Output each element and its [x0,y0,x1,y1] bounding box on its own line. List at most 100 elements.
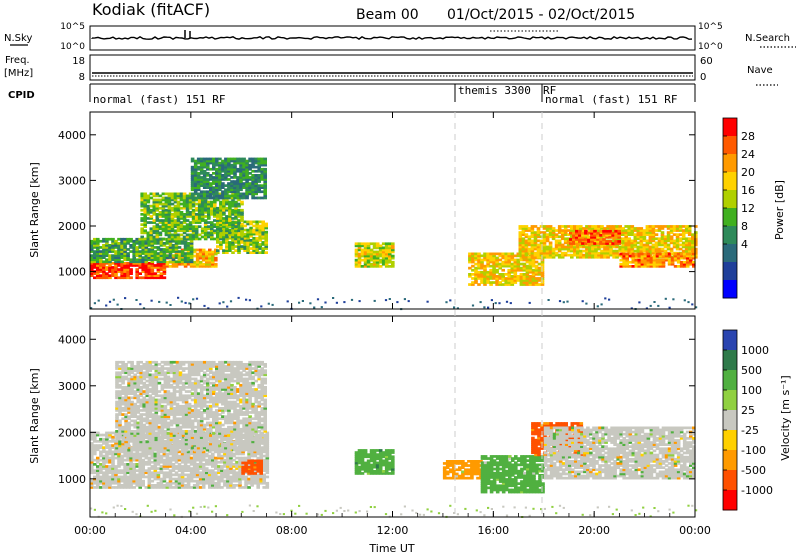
data-cell [147,256,152,259]
data-cell [156,471,161,475]
data-cell [673,256,678,260]
data-cell [600,249,604,253]
data-cell [265,486,270,489]
data-cell [156,274,161,277]
data-cell [661,262,666,266]
data-cell [159,239,164,243]
data-cell [173,237,178,241]
data-cell [156,454,161,458]
data-cell [159,454,164,458]
data-cell [252,230,256,234]
data-cell [168,254,173,257]
data-cell [179,198,184,202]
data-cell [663,245,668,249]
data-cell [190,176,195,179]
data-cell [182,221,187,224]
data-cell [222,231,226,235]
data-cell [634,260,639,264]
data-cell [135,475,139,479]
data-cell [474,262,478,266]
data-cell [507,260,511,264]
data-cell [144,274,149,277]
ground-scatter-cell [142,307,146,310]
data-cell [105,266,109,269]
data-cell [190,178,195,181]
data-cell [108,250,112,253]
data-cell [216,237,220,241]
data-cell [115,394,119,398]
data-cell [206,159,210,163]
data-cell [141,450,145,454]
data-cell [138,264,142,267]
data-cell [129,272,133,275]
data-cell [260,174,264,177]
data-cell [240,234,244,238]
data-cell [193,163,198,167]
data-cell [161,196,166,200]
data-cell [625,262,629,266]
data-cell [654,237,659,241]
data-cell [531,279,536,282]
data-cell [234,235,238,239]
data-cell [120,458,124,462]
data-cell [214,258,218,262]
data-cell [486,281,490,284]
data-cell [661,260,666,264]
data-cell [645,233,650,236]
data-cell [167,206,172,210]
data-cell [182,231,187,235]
data-cell [102,250,106,253]
data-cell [189,471,194,475]
data-cell [141,276,145,280]
data-cell [654,243,659,247]
data-cell [120,266,124,269]
data-cell [150,262,155,265]
data-cell [195,252,200,256]
data-cell [240,211,244,214]
data-cell [147,248,152,251]
data-cell [524,255,529,259]
data-cell [111,456,115,460]
data-cell [138,484,142,487]
data-cell [208,460,212,464]
data-cell [197,208,202,212]
nsky-trace [91,30,693,41]
data-cell [165,458,170,462]
data-cell [223,484,227,487]
data-cell [689,260,693,264]
data-cell [218,178,222,181]
data-cell [563,251,568,255]
data-cell [369,258,374,262]
data-cell [254,169,258,173]
data-cell [201,458,206,462]
data-cell [126,479,130,483]
data-cell [186,458,191,462]
data-cell [105,456,109,460]
data-cell [206,178,210,181]
data-cell [115,367,119,370]
data-cell [560,235,565,239]
data-cell [171,254,176,257]
data-cell [111,244,115,247]
data-cell [127,411,131,414]
data-cell [180,473,185,477]
data-cell [93,254,97,257]
data-cell [663,241,668,245]
data-cell [118,396,122,400]
data-cell [196,165,201,169]
data-cell [238,473,242,477]
data-cell [223,458,227,462]
data-cell [120,260,124,264]
data-cell [93,479,97,483]
data-cell [212,196,216,200]
data-cell [608,229,612,233]
data-cell [639,231,644,234]
data-cell [675,227,680,230]
data-cell [254,157,258,161]
data-cell [118,394,122,398]
ground-scatter-cell [116,303,119,306]
data-cell [612,237,616,241]
data-cell [262,475,266,479]
data-cell [566,247,571,251]
data-cell [489,268,493,272]
